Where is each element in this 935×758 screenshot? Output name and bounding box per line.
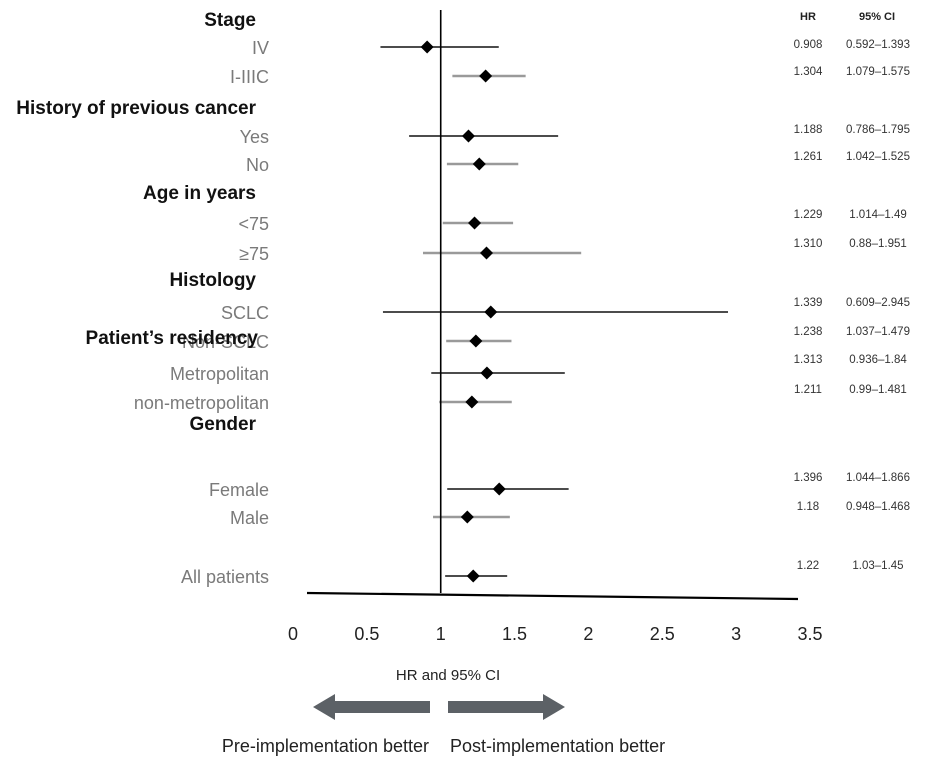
row-label: Non-SCLC <box>182 332 269 352</box>
hr-point <box>472 157 486 171</box>
hr-value: 1.310 <box>794 238 823 250</box>
row-label: Male <box>230 508 269 528</box>
hr-point <box>468 216 482 230</box>
ci-value: 0.948–1.468 <box>846 501 910 513</box>
group-label: Age in years <box>143 183 256 204</box>
ci-value: 0.88–1.951 <box>849 238 907 250</box>
hr-value: 1.238 <box>794 326 823 338</box>
hr-value: 1.313 <box>794 354 823 366</box>
ci-value: 1.079–1.575 <box>846 66 910 78</box>
ci-column-header: 95% CI <box>859 11 895 23</box>
post-implementation-label: Post-implementation better <box>450 736 665 756</box>
x-tick-label: 0.5 <box>354 624 379 644</box>
hr-value: 0.908 <box>794 39 823 51</box>
hr-value: 1.261 <box>794 151 823 163</box>
x-axis-line <box>306 591 799 601</box>
x-tick-label: 2 <box>583 624 593 644</box>
hr-point <box>480 366 494 380</box>
row-label: Metropolitan <box>170 364 269 384</box>
ci-value: 1.014–1.49 <box>849 209 907 221</box>
row-label: No <box>246 155 269 175</box>
x-tick-label: 2.5 <box>650 624 675 644</box>
hr-value: 1.339 <box>794 297 823 309</box>
group-label: Patient’s residency <box>86 328 259 349</box>
x-tick-label: 1 <box>436 624 446 644</box>
left-arrow-icon <box>313 694 430 720</box>
ci-value: 0.99–1.481 <box>849 384 907 396</box>
row-label: IV <box>252 38 269 58</box>
hr-point <box>480 246 494 260</box>
row-label: Female <box>209 480 269 500</box>
row-label: non-metropolitan <box>134 393 269 413</box>
right-arrow-icon <box>448 694 565 720</box>
ci-value: 1.042–1.525 <box>846 151 910 163</box>
x-tick-label: 0 <box>288 624 298 644</box>
hr-value: 1.396 <box>794 472 823 484</box>
hr-point <box>484 305 498 319</box>
ci-value: 1.044–1.866 <box>846 472 910 484</box>
x-tick-label: 3 <box>731 624 741 644</box>
ci-value: 0.786–1.795 <box>846 124 910 136</box>
group-label: Gender <box>189 414 256 435</box>
hr-value: 1.211 <box>794 384 822 396</box>
hr-point <box>420 40 434 54</box>
row-label: <75 <box>238 214 269 234</box>
x-tick-label: 1.5 <box>502 624 527 644</box>
hr-value: 1.229 <box>794 209 823 221</box>
hr-point <box>460 510 474 524</box>
group-label: Histology <box>169 270 256 291</box>
hr-column-header: HR <box>800 11 816 23</box>
row-label: ≥75 <box>239 244 269 264</box>
ci-value: 0.592–1.393 <box>846 39 910 51</box>
group-label: History of previous cancer <box>16 98 256 119</box>
group-label: Stage <box>204 10 256 31</box>
ci-value: 0.936–1.84 <box>849 354 907 366</box>
x-tick-label: 3.5 <box>797 624 822 644</box>
ci-value: 1.03–1.45 <box>852 560 903 572</box>
hr-point <box>492 482 506 496</box>
hr-point <box>479 69 493 83</box>
hr-value: 1.18 <box>797 501 819 513</box>
hr-point <box>461 129 475 143</box>
hr-point <box>469 334 483 348</box>
row-label: All patients <box>181 567 269 587</box>
hr-point <box>466 569 480 583</box>
hr-point <box>465 395 479 409</box>
row-label: I-IIIC <box>230 67 269 87</box>
rows-layer: Stage IV 0.908 0.592–1.393 I-IIIC 1.304 1.079–… <box>16 10 910 587</box>
pre-implementation-label: Pre-implementation better <box>222 736 429 756</box>
x-tick-labels: 0 0.5 1 1.5 2 2.5 3 3.5 <box>288 624 823 644</box>
hr-value: 1.22 <box>797 560 819 572</box>
axis-layer: 0 0.5 1 1.5 2 2.5 3 3.5 <box>288 10 823 644</box>
x-axis-title: HR and 95% CI <box>396 667 500 684</box>
row-label: SCLC <box>221 303 269 323</box>
hr-value: 1.304 <box>794 66 823 78</box>
hr-value: 1.188 <box>794 124 823 136</box>
ci-value: 1.037–1.479 <box>846 326 910 338</box>
ci-value: 0.609–2.945 <box>846 297 910 309</box>
row-label: Yes <box>240 127 269 147</box>
